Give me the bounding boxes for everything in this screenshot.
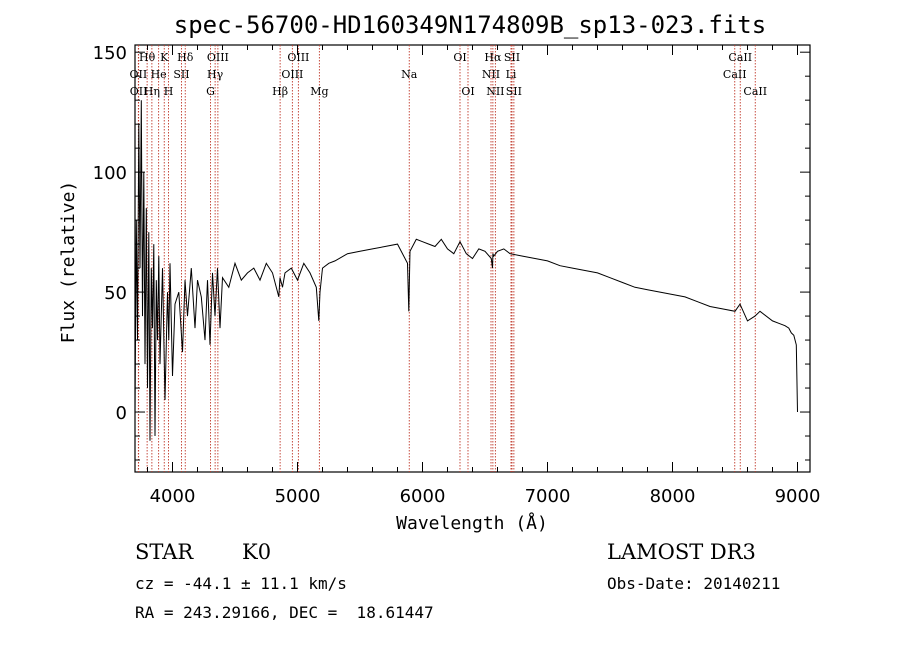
line-label-10: Hγ [207,68,224,81]
line-label-8: Hδ [177,51,194,64]
coordinates: RA = 243.29166, DEC = 18.61447 [135,603,434,622]
survey-name: LAMOST DR3 [607,540,756,564]
spectrum-line [134,100,798,441]
line-label-17: OI [453,51,466,64]
line-label-7: SII [173,68,189,81]
line-label-25: CaII [728,51,752,64]
line-label-3: He [151,68,167,81]
line-label-13: OIII [281,68,303,81]
line-label-12: Hβ [272,85,288,98]
spectrum-chart: spec-56700-HD160349N174809B_sp13-023.fit… [58,11,821,534]
y-tick-label: 100 [93,163,127,184]
line-label-5: K [160,51,169,64]
line-label-1: OII [130,68,148,81]
x-tick-label: 6000 [400,486,446,507]
y-tick-label: 50 [104,283,127,304]
line-label-18: OI [461,85,474,98]
line-label-6: H [164,85,174,98]
line-label-2: OII [130,85,148,98]
line-label-4: Hη [144,85,160,98]
line-label-22: SII [504,51,520,64]
line-label-24: SII [506,85,522,98]
y-tick-label: 0 [116,403,127,424]
line-label-19: Hα [484,51,502,64]
chart-title: spec-56700-HD160349N174809B_sp13-023.fit… [174,11,766,39]
line-label-27: CaII [743,85,767,98]
spectral-line-markers [137,45,756,472]
x-axis-label: Wavelength (Å) [396,512,548,534]
line-label-16: Na [401,68,418,81]
line-label-0: Hθ [139,51,156,64]
line-label-9: OIII [207,51,229,64]
line-label-14: OIII [287,51,309,64]
x-tick-label: 5000 [275,486,321,507]
y-axis-ticks: 0 50 100 150 [93,43,810,461]
object-subclass: K0 [242,540,272,564]
x-tick-label: 7000 [525,486,571,507]
y-axis-label: Flux (relative) [58,181,79,344]
redshift-cz: cz = -44.1 ± 11.1 km/s [135,574,347,593]
x-tick-label: 4000 [150,486,196,507]
line-label-21: NII [486,85,504,98]
observation-date: Obs-Date: 20140211 [607,574,781,593]
line-label-20: NII [482,68,500,81]
line-label-11: G [206,85,215,98]
line-label-15: Mg [310,85,328,98]
x-tick-label: 8000 [650,486,696,507]
object-class: STAR [135,540,194,564]
y-tick-label: 150 [93,43,127,64]
x-axis-ticks: 4000 5000 6000 7000 8000 9000 [147,45,821,507]
line-label-26: CaII [723,68,747,81]
line-label-23: Li [506,68,517,81]
x-tick-label: 9000 [775,486,821,507]
